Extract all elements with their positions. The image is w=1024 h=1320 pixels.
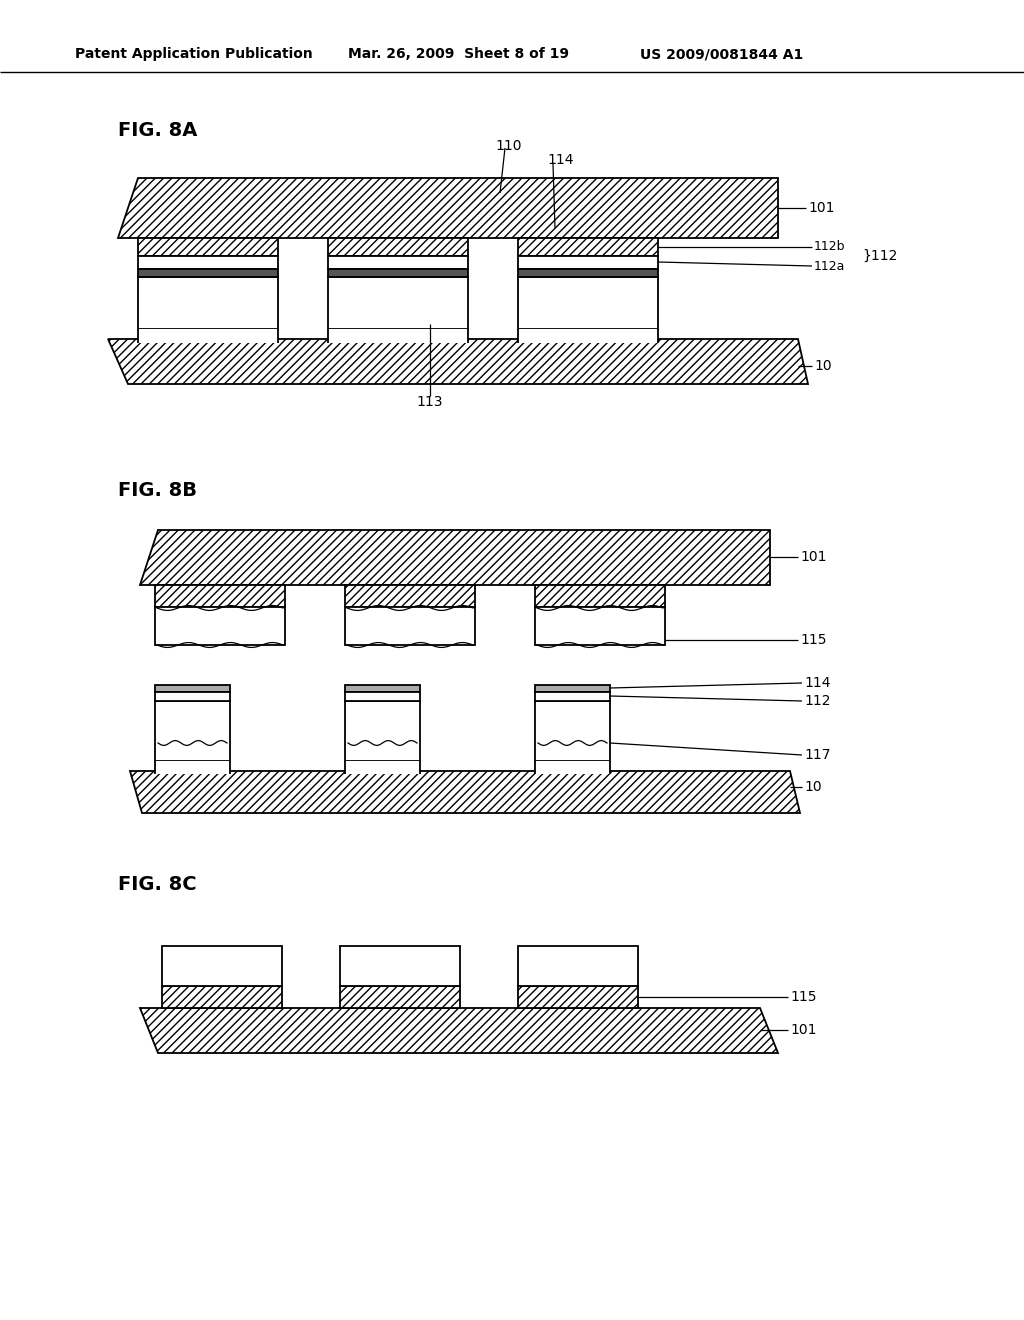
Bar: [345, 762, 420, 774]
Polygon shape: [108, 339, 808, 384]
Polygon shape: [118, 178, 778, 238]
Bar: [518, 946, 638, 986]
Bar: [345, 607, 475, 645]
Polygon shape: [140, 1008, 778, 1053]
Text: 114: 114: [547, 153, 573, 168]
Text: 112a: 112a: [814, 260, 846, 272]
Bar: [518, 986, 638, 1008]
Polygon shape: [130, 771, 800, 813]
Bar: [340, 946, 460, 986]
Text: FIG. 8C: FIG. 8C: [118, 875, 197, 895]
Text: 115: 115: [800, 634, 826, 647]
Bar: [518, 277, 658, 329]
Bar: [535, 607, 665, 645]
Polygon shape: [140, 531, 770, 585]
Bar: [535, 585, 665, 607]
Text: Patent Application Publication: Patent Application Publication: [75, 48, 312, 61]
Text: 101: 101: [800, 550, 826, 564]
Text: 101: 101: [790, 1023, 816, 1038]
Text: 115: 115: [790, 990, 816, 1005]
Bar: [328, 269, 468, 277]
Text: 117: 117: [804, 748, 830, 762]
Bar: [328, 256, 468, 269]
Bar: [138, 256, 278, 269]
Text: 112b: 112b: [814, 240, 846, 253]
Bar: [535, 701, 610, 762]
Bar: [155, 701, 230, 762]
Bar: [138, 329, 278, 343]
Bar: [328, 277, 468, 329]
Text: 10: 10: [814, 359, 831, 374]
Text: Mar. 26, 2009  Sheet 8 of 19: Mar. 26, 2009 Sheet 8 of 19: [348, 48, 569, 61]
Bar: [138, 238, 278, 256]
Bar: [138, 269, 278, 277]
Text: FIG. 8B: FIG. 8B: [118, 480, 197, 499]
Bar: [155, 607, 285, 645]
Bar: [518, 329, 658, 343]
Bar: [138, 277, 278, 329]
Text: US 2009/0081844 A1: US 2009/0081844 A1: [640, 48, 803, 61]
Bar: [155, 685, 230, 692]
Bar: [518, 238, 658, 256]
Bar: [328, 238, 468, 256]
Bar: [155, 692, 230, 701]
Bar: [345, 692, 420, 701]
Bar: [535, 685, 610, 692]
Text: 114: 114: [804, 676, 830, 690]
Text: 10: 10: [804, 780, 821, 795]
Bar: [328, 329, 468, 343]
Bar: [518, 256, 658, 269]
Text: 101: 101: [808, 201, 835, 215]
Bar: [518, 269, 658, 277]
Bar: [155, 585, 285, 607]
Text: 112: 112: [804, 694, 830, 708]
Text: 110: 110: [495, 139, 521, 153]
Text: }112: }112: [862, 249, 897, 263]
Bar: [535, 692, 610, 701]
Bar: [345, 701, 420, 762]
Bar: [340, 986, 460, 1008]
Bar: [162, 986, 282, 1008]
Bar: [155, 762, 230, 774]
Text: FIG. 8A: FIG. 8A: [118, 120, 198, 140]
Bar: [345, 585, 475, 607]
Bar: [162, 946, 282, 986]
Bar: [535, 762, 610, 774]
Bar: [345, 685, 420, 692]
Text: 113: 113: [417, 395, 443, 409]
